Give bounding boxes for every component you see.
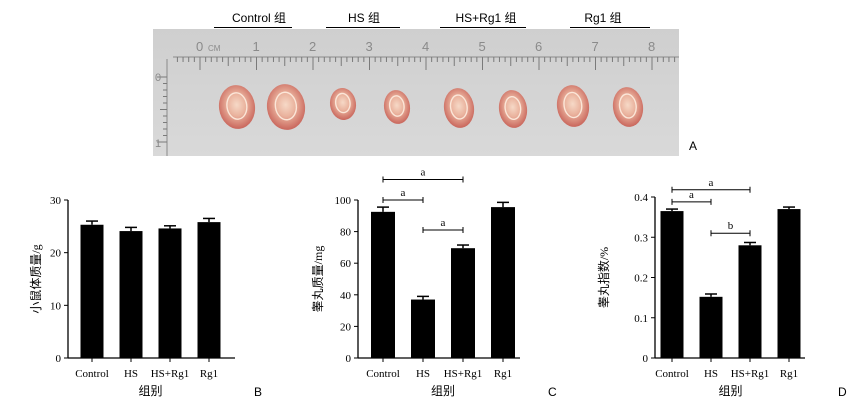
testis <box>218 85 256 129</box>
x-tick-label: Control <box>366 368 400 380</box>
ruler-vertical-number: 0 <box>155 72 161 84</box>
bar <box>451 248 475 358</box>
ruler-number: 2 <box>309 39 316 54</box>
x-axis-label: 组别 <box>431 384 455 398</box>
y-tick-label: 30 <box>50 195 62 207</box>
testis-highlight <box>334 92 351 114</box>
testis-highlight <box>388 95 405 117</box>
significance-label: a <box>709 177 714 189</box>
testis <box>498 90 528 128</box>
ruler <box>157 56 679 156</box>
y-tick-label: 80 <box>340 227 352 239</box>
y-tick-label: 20 <box>50 248 62 260</box>
x-tick-label: HS+Rg1 <box>444 368 483 380</box>
group-underline <box>326 27 400 28</box>
testis <box>443 88 475 128</box>
x-tick-label: HS <box>124 368 138 380</box>
testis-highlight <box>504 95 522 121</box>
group-underline <box>440 27 526 28</box>
y-tick-label: 40 <box>340 290 352 302</box>
ruler-unit: CM <box>208 44 221 53</box>
group-label-hs: HS 组 <box>347 11 380 25</box>
y-axis-label: 睾丸指数/% <box>596 247 611 308</box>
y-tick-label: 0.3 <box>634 232 648 244</box>
testis-highlight <box>226 92 248 120</box>
ruler-number: 7 <box>592 39 599 54</box>
y-tick-label: 10 <box>50 300 62 312</box>
significance-label: a <box>421 166 426 178</box>
x-axis-label: 组别 <box>138 384 162 398</box>
y-tick-label: 0.4 <box>634 192 648 204</box>
x-tick-label: Rg1 <box>780 368 798 380</box>
y-axis-label: 睾丸质量/mg <box>310 246 325 313</box>
bar <box>197 222 221 358</box>
group-underline <box>570 27 650 28</box>
chart-body-weight: 0 10 20 30 小鼠体质量/g Control HS HS+Rg1 Rg1 组别 <box>29 195 235 398</box>
testis-highlight <box>274 91 298 121</box>
bar <box>738 245 762 358</box>
testes <box>218 84 644 130</box>
group-underline <box>214 27 292 28</box>
y-tick-label: 20 <box>340 321 352 333</box>
x-tick-label: HS <box>416 368 430 380</box>
significance-label: a <box>689 189 694 201</box>
panel-label-a: A <box>689 139 698 153</box>
ruler-number: 1 <box>253 39 260 54</box>
x-tick-label: Control <box>655 368 689 380</box>
bar <box>491 207 515 358</box>
y-tick-label: 100 <box>335 195 352 207</box>
ruler-number: 6 <box>535 39 542 54</box>
testis-highlight <box>563 91 583 119</box>
ruler-number: 0 <box>196 39 203 54</box>
panel-label-c: C <box>548 385 557 399</box>
group-label-rg1: Rg1 组 <box>584 11 622 25</box>
x-axis-label: 组别 <box>718 384 742 398</box>
ruler-number: 8 <box>648 39 655 54</box>
y-tick-label: 0 <box>56 353 62 365</box>
panel-label-d: D <box>838 385 847 399</box>
chart-testis-index: 0 0.1 0.2 0.3 0.4 睾丸指数/% Control HS HS+Rg1 Rg1 组别 a… <box>596 177 805 398</box>
x-tick-label: HS+Rg1 <box>731 368 770 380</box>
testis-highlight <box>449 94 468 120</box>
x-tick-label: Rg1 <box>200 368 218 380</box>
x-tick-label: HS+Rg1 <box>151 368 190 380</box>
y-tick-label: 0 <box>643 353 649 365</box>
y-axis-label: 小鼠体质量/g <box>29 244 43 313</box>
bar <box>371 211 395 358</box>
x-tick-label: HS <box>704 368 718 380</box>
testis <box>329 88 357 120</box>
y-tick-label: 0.2 <box>634 273 648 285</box>
testis <box>383 90 411 124</box>
bar <box>411 299 435 358</box>
bar <box>158 228 182 358</box>
significance-label: a <box>441 217 446 229</box>
bar <box>777 209 801 358</box>
panel-label-b: B <box>254 385 263 399</box>
bar <box>660 211 684 358</box>
significance-label: a <box>401 187 406 199</box>
group-label-hs-rg1: HS+Rg1 组 <box>455 11 517 25</box>
bar <box>119 231 143 358</box>
testis <box>612 87 644 127</box>
ruler-number: 4 <box>422 39 429 54</box>
testis <box>556 85 590 127</box>
ruler-numbers: 0 1 2 3 4 5 6 7 8 CM 0 1 <box>155 39 655 150</box>
significance-label: b <box>728 220 734 232</box>
bar <box>80 224 104 358</box>
ruler-vertical-number: 1 <box>155 138 161 150</box>
y-tick-label: 0.1 <box>634 313 648 325</box>
y-tick-label: 60 <box>340 258 352 270</box>
bar <box>699 296 723 358</box>
chart-testis-mass: 0 20 40 60 80 100 睾丸质量/mg Control HS HS+Rg1 Rg1 组别 a… <box>310 166 520 398</box>
testis-highlight <box>618 93 637 119</box>
y-tick-label: 0 <box>346 353 352 365</box>
x-tick-label: Rg1 <box>494 368 512 380</box>
group-label-control: Control 组 <box>231 11 287 25</box>
testis-photo: 0 1 2 3 4 5 6 7 8 CM 0 1 <box>153 29 679 156</box>
x-tick-label: Control <box>75 368 109 380</box>
ruler-number: 3 <box>366 39 373 54</box>
ruler-number: 5 <box>479 39 486 54</box>
testis <box>266 84 306 130</box>
